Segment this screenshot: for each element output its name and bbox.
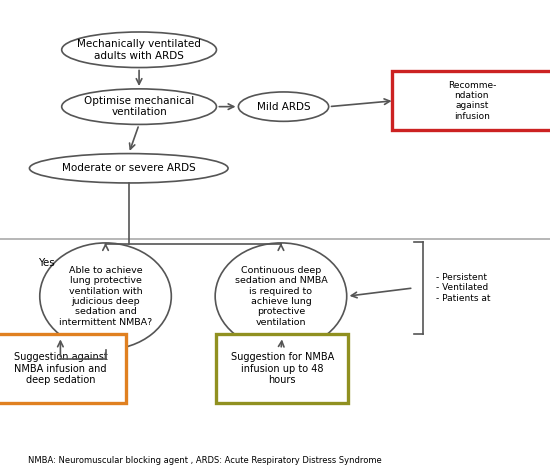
Text: NMBA: Neuromuscular blocking agent , ARDS: Acute Respiratory Distress Syndrome: NMBA: Neuromuscular blocking agent , ARD… — [28, 456, 382, 465]
Ellipse shape — [40, 243, 171, 350]
Text: - Persistent
- Ventilated
- Patients at: - Persistent - Ventilated - Patients at — [436, 273, 490, 302]
FancyBboxPatch shape — [217, 334, 348, 403]
Text: Suggestion for NMBA
infusion up to 48
hours: Suggestion for NMBA infusion up to 48 ho… — [230, 352, 334, 385]
FancyBboxPatch shape — [0, 334, 126, 403]
Ellipse shape — [62, 32, 217, 67]
Text: Continuous deep
sedation and NMBA
is required to
achieve lung
protective
ventila: Continuous deep sedation and NMBA is req… — [234, 266, 327, 327]
Ellipse shape — [238, 92, 329, 121]
Ellipse shape — [30, 154, 228, 183]
Text: Optimise mechanical
ventilation: Optimise mechanical ventilation — [84, 96, 194, 118]
Text: Suggestion against
NMBA infusion and
deep sedation: Suggestion against NMBA infusion and dee… — [14, 352, 107, 385]
Ellipse shape — [62, 89, 217, 124]
Text: Able to achieve
lung protective
ventilation with
judicious deep
sedation and
int: Able to achieve lung protective ventilat… — [59, 266, 152, 327]
Text: Recomme-
ndation
against
infusion: Recomme- ndation against infusion — [448, 81, 496, 121]
Text: Moderate or severe ARDS: Moderate or severe ARDS — [62, 163, 196, 173]
Ellipse shape — [215, 243, 346, 350]
FancyBboxPatch shape — [392, 71, 550, 130]
Text: Mechanically ventilated
adults with ARDS: Mechanically ventilated adults with ARDS — [77, 39, 201, 61]
Text: Yes: Yes — [39, 258, 55, 268]
Text: Mild ARDS: Mild ARDS — [257, 101, 310, 112]
